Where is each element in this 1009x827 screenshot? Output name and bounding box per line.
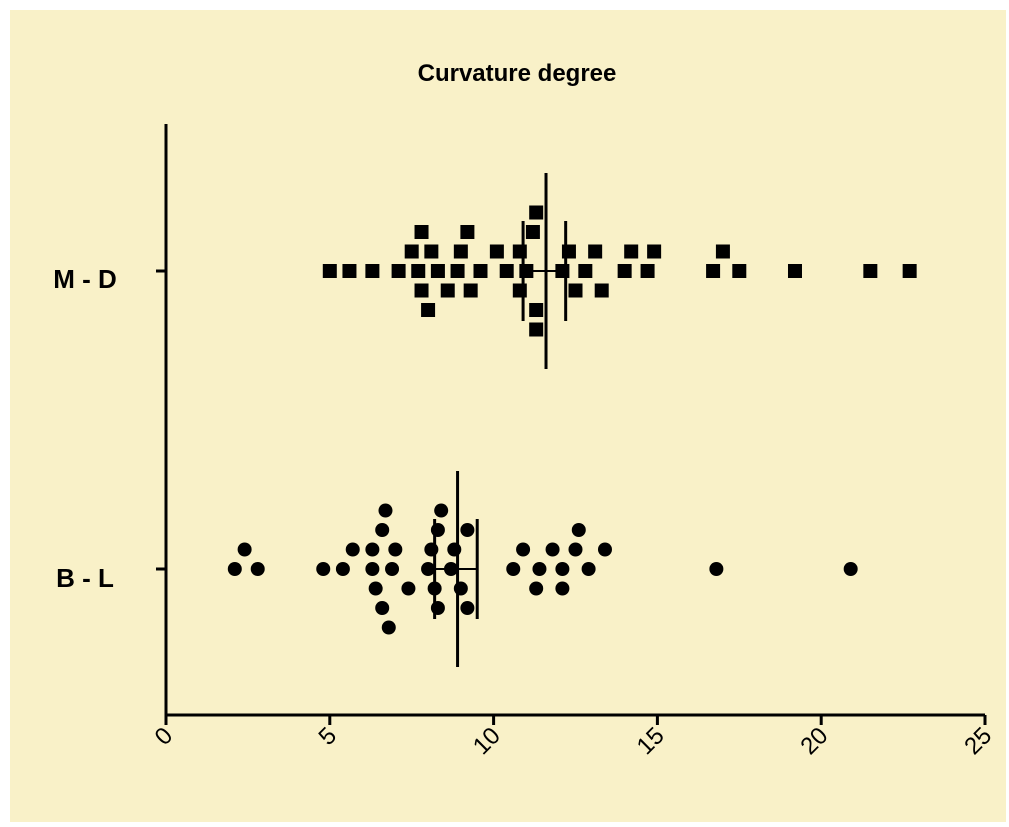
m-d-point-22 [525, 225, 540, 239]
chart-title: Curvature degree [418, 60, 617, 87]
m-d-point-41 [902, 264, 917, 278]
m-d-point-36 [706, 264, 721, 278]
b-l-point-38 [709, 562, 724, 576]
chart-background [10, 10, 1006, 822]
b-l-point-4 [335, 562, 350, 576]
m-d-point-1 [342, 264, 357, 278]
b-l-point-28 [516, 542, 531, 557]
b-l-point-25 [460, 523, 475, 537]
b-l-point-12 [381, 620, 396, 635]
m-d-point-17 [489, 244, 504, 259]
m-d-point-7 [414, 225, 429, 239]
m-d-point-35 [647, 244, 662, 259]
b-l-point-0 [227, 562, 242, 576]
m-d-point-38 [732, 264, 747, 278]
b-l-point-9 [375, 523, 390, 537]
m-d-point-23 [529, 303, 544, 317]
m-d-point-3 [391, 264, 406, 278]
m-d-point-34 [640, 264, 655, 278]
b-l-point-34 [568, 542, 583, 557]
b-l-point-30 [529, 581, 544, 596]
m-d-point-0 [322, 264, 337, 278]
m-d-point-18 [499, 264, 514, 278]
m-d-point-32 [617, 264, 632, 278]
b-l-point-11 [378, 503, 393, 518]
b-l-point-23 [447, 542, 462, 557]
m-d-point-4 [404, 244, 419, 259]
m-d-point-30 [588, 244, 603, 259]
m-d-point-10 [430, 264, 445, 278]
m-d-point-9 [424, 244, 439, 259]
b-l-point-2 [250, 562, 265, 576]
m-d-point-2 [365, 264, 380, 278]
b-l-point-39 [843, 562, 858, 576]
m-d-point-24 [529, 205, 544, 220]
m-d-point-19 [512, 244, 527, 259]
b-l-point-33 [555, 581, 570, 596]
b-l-point-27 [506, 562, 521, 576]
m-d-point-12 [450, 264, 465, 278]
b-l-point-37 [597, 542, 612, 557]
b-l-point-13 [385, 562, 400, 576]
m-d-point-27 [561, 244, 576, 259]
m-d-point-40 [863, 264, 878, 278]
m-d-point-11 [440, 283, 455, 298]
m-d-point-31 [594, 283, 609, 298]
m-d-point-33 [624, 244, 639, 259]
m-d-point-20 [512, 283, 527, 298]
b-l-point-8 [368, 581, 383, 596]
m-d-point-39 [787, 264, 802, 278]
b-l-point-10 [375, 601, 390, 615]
b-l-point-32 [555, 562, 570, 576]
b-l-point-5 [345, 542, 360, 557]
b-l-point-29 [532, 562, 547, 576]
b-l-point-16 [421, 562, 436, 576]
b-l-point-7 [365, 542, 380, 557]
m-d-point-29 [578, 264, 593, 278]
chart-panel: Curvature degree M - D B - L 0 5 10 15 20 25 [10, 10, 1006, 822]
m-d-point-8 [421, 303, 436, 317]
b-l-point-26 [460, 601, 475, 615]
b-l-point-35 [571, 523, 586, 537]
b-l-point-3 [316, 562, 331, 576]
m-d-point-16 [473, 264, 488, 278]
m-d-point-14 [463, 283, 478, 298]
category-label-m-d: M - D [53, 264, 117, 294]
m-d-point-5 [411, 264, 426, 278]
b-l-point-24 [453, 581, 468, 596]
b-l-point-14 [388, 542, 403, 557]
b-l-point-36 [581, 562, 596, 576]
b-l-point-6 [365, 562, 380, 576]
b-l-point-21 [434, 503, 449, 518]
b-l-point-1 [237, 542, 252, 557]
m-d-point-15 [460, 225, 475, 239]
scatter-plot: Curvature degree M - D B - L 0 5 10 15 20 25 [10, 10, 1006, 822]
data-marks [227, 173, 917, 667]
m-d-point-13 [453, 244, 468, 259]
m-d-point-37 [715, 244, 730, 259]
b-l-point-17 [424, 542, 439, 557]
category-label-b-l: B - L [56, 563, 114, 593]
m-d-point-25 [529, 322, 544, 337]
b-l-point-15 [401, 581, 416, 596]
b-l-point-20 [430, 601, 445, 615]
m-d-point-28 [568, 283, 583, 298]
b-l-point-31 [545, 542, 560, 557]
m-d-point-6 [414, 283, 429, 298]
b-l-point-19 [430, 523, 445, 537]
